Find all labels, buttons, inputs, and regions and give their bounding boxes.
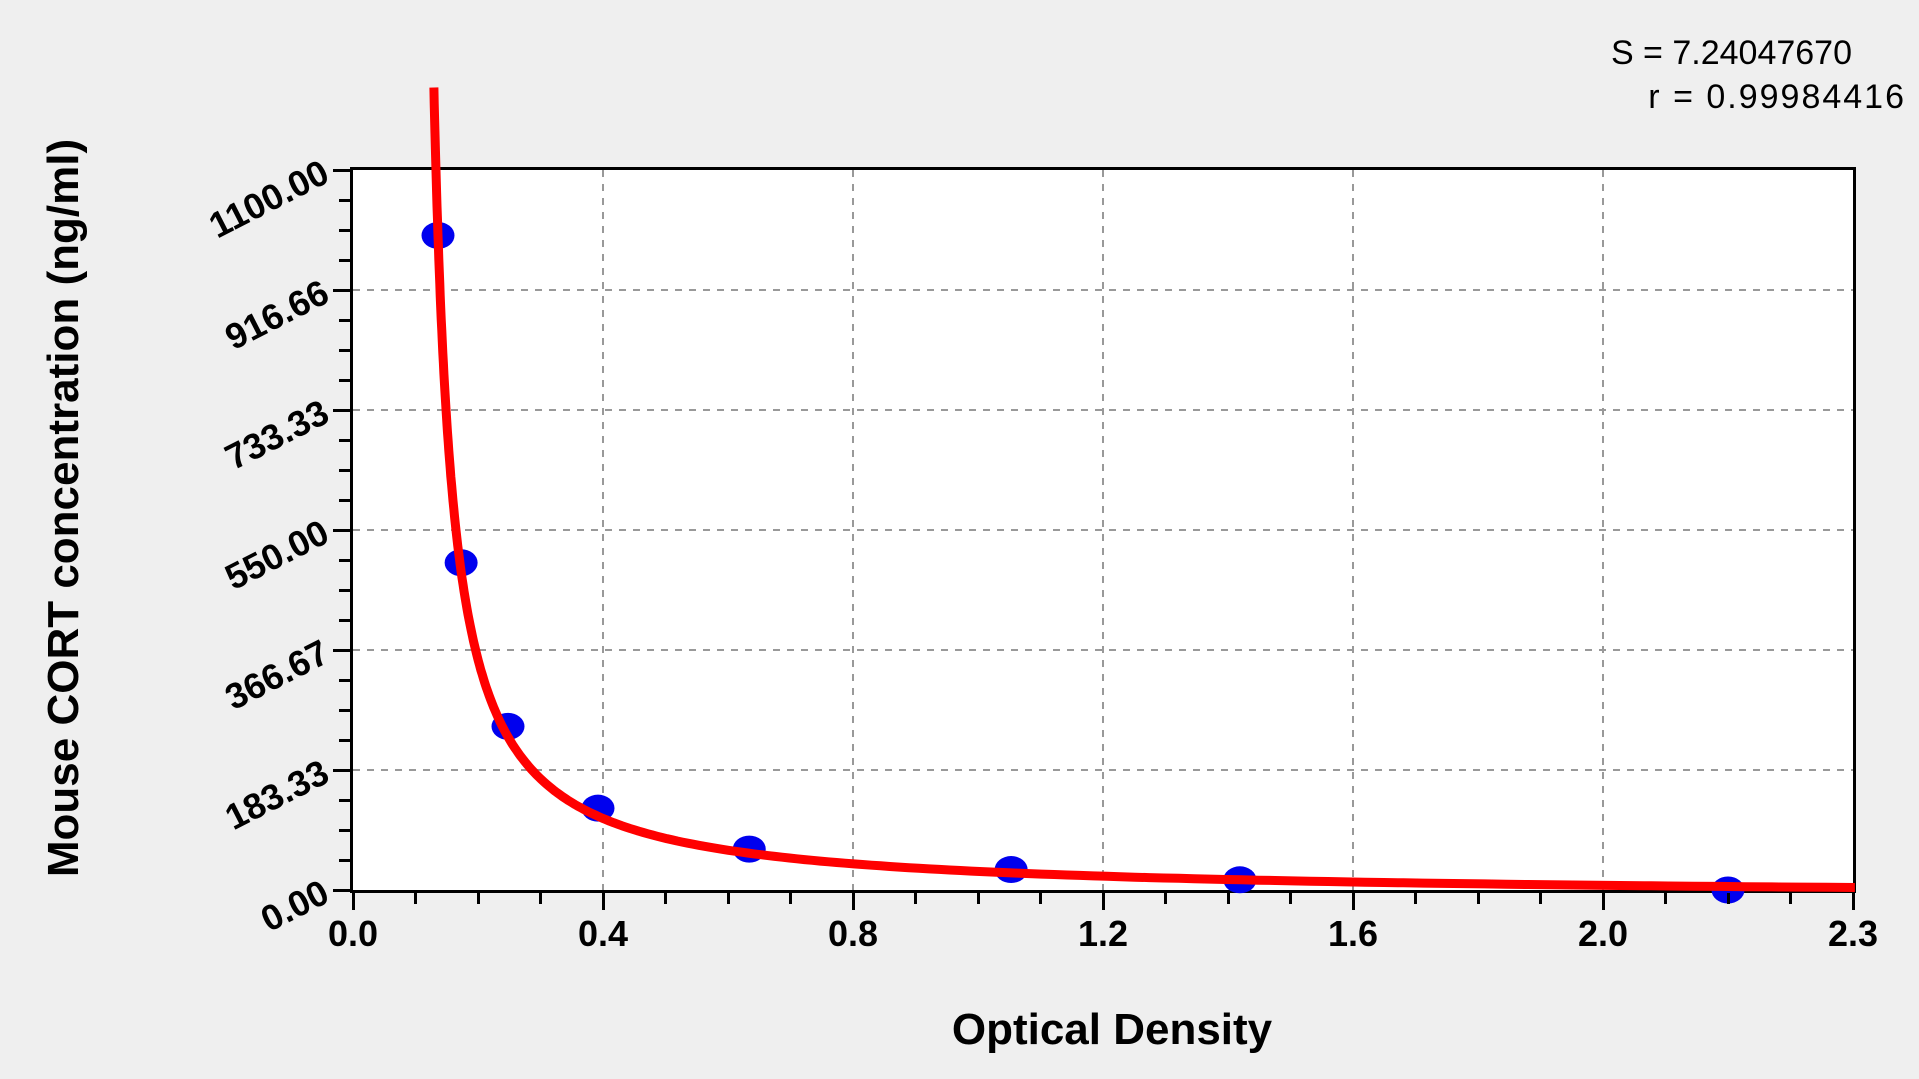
chart-canvas — [353, 87, 1855, 904]
x-major-tick — [601, 893, 605, 910]
y-major-tick — [333, 888, 350, 892]
y-minor-tick — [339, 378, 350, 382]
y-major-tick — [333, 168, 350, 172]
y-minor-tick — [339, 468, 350, 472]
x-minor-tick — [1414, 893, 1417, 904]
y-minor-tick — [339, 438, 350, 442]
y-minor-tick — [339, 798, 350, 802]
y-tick-label: 733.33 — [218, 391, 336, 478]
y-minor-tick — [339, 558, 350, 562]
y-major-tick — [333, 768, 350, 772]
x-major-tick — [1601, 893, 1605, 910]
y-major-tick — [333, 408, 350, 412]
fit-standard-error-text: S = 7.24047670 — [1610, 34, 1852, 72]
x-tick-label: 0.0 — [327, 913, 379, 954]
y-minor-tick — [339, 738, 350, 742]
x-tick-label: 1.2 — [1077, 913, 1129, 954]
y-tick-label: 1100.00 — [202, 151, 336, 247]
x-minor-tick — [914, 893, 917, 904]
x-major-tick — [1851, 893, 1855, 910]
x-tick-label: 0.4 — [577, 913, 629, 954]
x-minor-tick — [539, 893, 542, 904]
y-axis-title: Mouse CORT concentration (ng/ml) — [39, 138, 88, 878]
y-tick-label: 183.33 — [218, 751, 336, 838]
y-tick-label: 550.00 — [218, 511, 336, 598]
x-minor-tick — [789, 893, 792, 904]
y-major-tick — [333, 528, 350, 532]
y-minor-tick — [339, 198, 350, 202]
fit-correlation-text: r = 0.99984416 — [1648, 78, 1906, 116]
x-minor-tick — [1226, 893, 1230, 904]
x-major-tick — [1101, 893, 1105, 910]
y-minor-tick — [339, 228, 350, 232]
y-minor-tick — [339, 708, 350, 712]
x-minor-tick — [726, 893, 730, 904]
y-minor-tick — [339, 588, 350, 592]
x-minor-tick — [1664, 893, 1667, 904]
x-minor-tick — [664, 893, 667, 904]
x-major-tick — [351, 893, 355, 910]
x-tick-label: 2.3 — [1827, 913, 1879, 954]
x-axis-title: Optical Density — [951, 1005, 1273, 1054]
x-minor-tick — [1789, 893, 1792, 904]
x-tick-label: 0.8 — [827, 913, 879, 954]
x-tick-label: 2.0 — [1577, 913, 1629, 954]
y-major-tick — [333, 648, 350, 652]
x-major-tick — [1351, 893, 1355, 910]
fit-curve — [429, 87, 1855, 892]
plot-area: 0.0 0.4 0.8 1.2 1.6 2.0 2.3 0.00 183.33 366.67 550… — [202, 87, 1878, 954]
x-minor-tick — [1726, 893, 1730, 904]
y-minor-tick — [339, 618, 350, 622]
x-minor-tick — [1164, 893, 1167, 904]
x-major-tick — [851, 893, 855, 910]
y-minor-tick — [339, 318, 350, 322]
x-minor-tick — [1039, 893, 1042, 904]
x-minor-tick — [476, 893, 480, 904]
y-tick-label: 916.66 — [218, 271, 336, 358]
y-major-tick — [333, 288, 350, 292]
x-minor-tick — [1476, 893, 1480, 904]
x-tick-label: 1.6 — [1327, 913, 1379, 954]
y-minor-tick — [339, 858, 350, 862]
y-minor-tick — [339, 348, 350, 352]
y-minor-tick — [339, 828, 350, 832]
y-minor-tick — [339, 498, 350, 502]
x-minor-tick — [1289, 893, 1292, 904]
x-minor-tick — [976, 893, 980, 904]
x-minor-tick — [1539, 893, 1542, 904]
y-tick-label: 366.67 — [218, 631, 336, 718]
y-minor-tick — [339, 678, 350, 682]
y-minor-tick — [339, 258, 350, 262]
x-minor-tick — [414, 893, 417, 904]
